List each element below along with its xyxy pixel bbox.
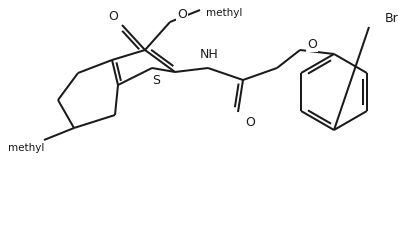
Text: NH: NH	[200, 47, 218, 61]
Text: O: O	[245, 115, 255, 128]
Text: O: O	[177, 7, 187, 20]
Text: methyl: methyl	[206, 8, 242, 18]
Text: O: O	[108, 9, 118, 22]
Text: methyl: methyl	[8, 143, 44, 153]
Text: Br: Br	[385, 11, 399, 25]
Text: O: O	[307, 38, 317, 52]
Text: S: S	[152, 74, 160, 86]
